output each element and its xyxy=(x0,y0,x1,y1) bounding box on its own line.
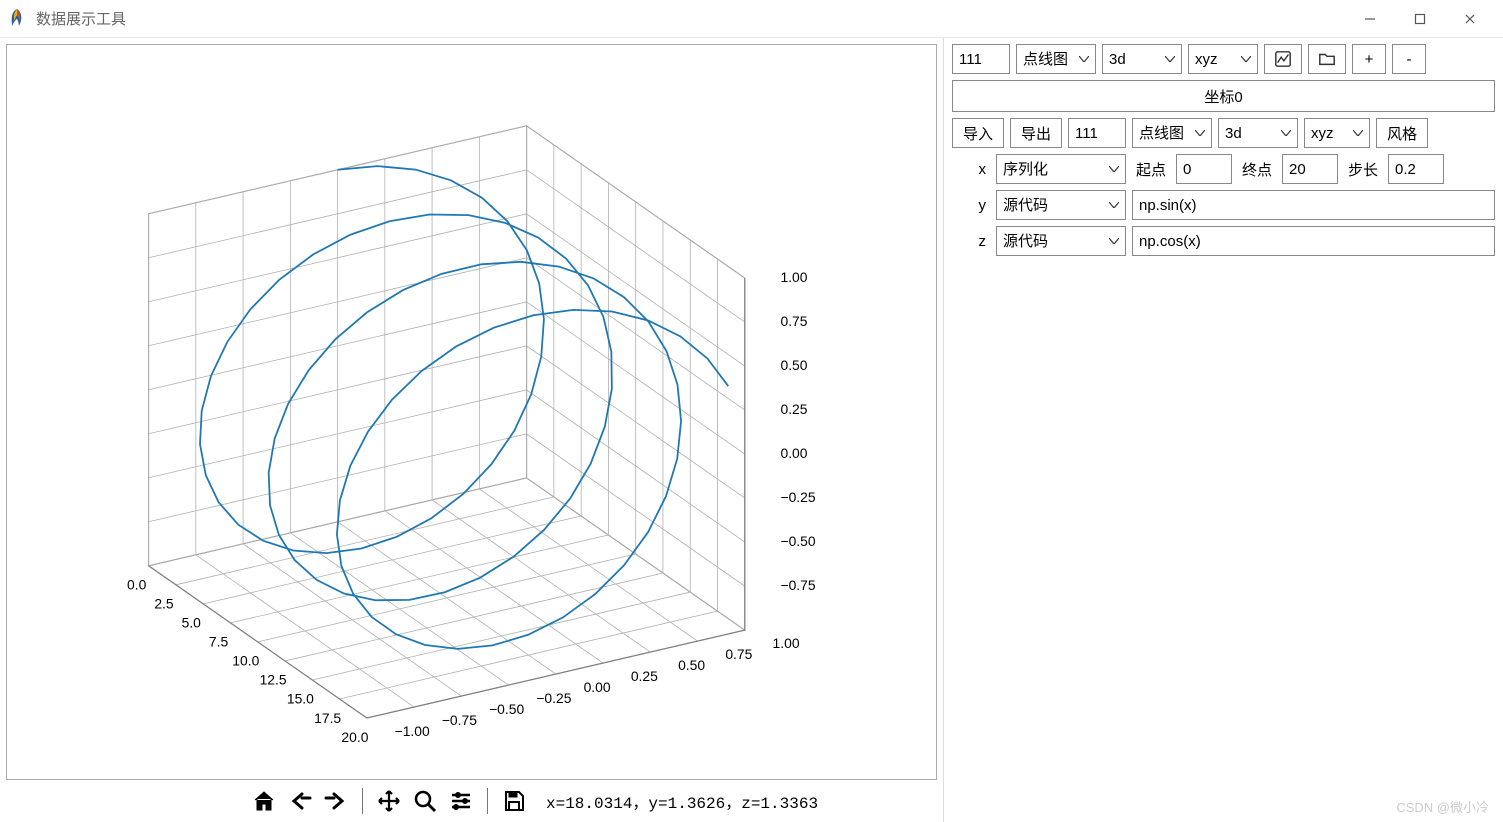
svg-text:2.5: 2.5 xyxy=(154,596,174,612)
svg-text:0.25: 0.25 xyxy=(631,668,658,684)
add-button[interactable]: + xyxy=(1352,44,1386,74)
svg-text:15.0: 15.0 xyxy=(287,691,314,707)
x-start-label: 起点 xyxy=(1132,159,1170,180)
chart-type-select[interactable]: 点线图 xyxy=(1016,44,1096,74)
save-icon[interactable] xyxy=(500,787,528,815)
x-end-label: 终点 xyxy=(1238,159,1276,180)
main-content: 0.0 2.5 5.0 7.510.012.515.017.520.0 −1.00 −0.… xyxy=(0,38,1503,822)
svg-text:0.75: 0.75 xyxy=(780,313,807,329)
home-icon[interactable] xyxy=(250,787,278,815)
x-step-label: 步长 xyxy=(1344,159,1382,180)
forward-icon[interactable] xyxy=(322,787,350,815)
matplotlib-toolbar: x=18.0314，y=1.3626，z=1.3363 xyxy=(0,780,943,822)
style-button[interactable]: 风格 xyxy=(1376,118,1428,148)
x-axis-label: x xyxy=(956,161,990,178)
y-axis-label: y xyxy=(956,197,990,214)
maximize-button[interactable] xyxy=(1395,0,1445,38)
z-expr-input[interactable] xyxy=(1132,226,1495,256)
svg-text:12.5: 12.5 xyxy=(260,672,287,688)
control-panel: 点线图 3d xyz + - 坐标0 导入 导出 点线图 3d xyz 风格 x… xyxy=(944,38,1503,822)
import-button[interactable]: 导入 xyxy=(952,118,1004,148)
panel-top-row: 点线图 3d xyz + - xyxy=(952,44,1495,74)
z-axis-row: z 源代码 xyxy=(952,226,1495,256)
x-axis-row: x 序列化 起点 终点 步长 xyxy=(952,154,1495,184)
svg-text:−0.50: −0.50 xyxy=(489,701,524,717)
coord-button[interactable]: 坐标0 xyxy=(952,80,1495,112)
panel-row-2: 导入 导出 点线图 3d xyz 风格 xyxy=(952,118,1495,148)
x-step-input[interactable] xyxy=(1388,154,1444,184)
svg-text:−0.75: −0.75 xyxy=(780,577,815,593)
subplot-input[interactable] xyxy=(952,44,1010,74)
toolbar-separator xyxy=(487,788,488,814)
svg-text:1.00: 1.00 xyxy=(773,635,800,651)
toolbar-separator xyxy=(362,788,363,814)
window-title: 数据展示工具 xyxy=(36,8,126,29)
configure-icon[interactable] xyxy=(447,787,475,815)
svg-text:−0.75: −0.75 xyxy=(442,712,477,728)
dimension-select-2[interactable]: 3d xyxy=(1218,118,1298,148)
export-button[interactable]: 导出 xyxy=(1010,118,1062,148)
svg-text:0.50: 0.50 xyxy=(780,357,807,373)
svg-text:7.5: 7.5 xyxy=(209,634,229,650)
tk-feather-icon xyxy=(8,9,26,29)
chart-type-select-2[interactable]: 点线图 xyxy=(1132,118,1212,148)
window-titlebar: 数据展示工具 xyxy=(0,0,1503,38)
z-mode-select[interactable]: 源代码 xyxy=(996,226,1126,256)
svg-text:−0.50: −0.50 xyxy=(780,533,815,549)
svg-text:10.0: 10.0 xyxy=(232,653,259,669)
svg-text:−1.00: −1.00 xyxy=(395,723,430,739)
svg-text:−0.25: −0.25 xyxy=(536,690,571,706)
svg-text:0.00: 0.00 xyxy=(584,679,611,695)
svg-text:17.5: 17.5 xyxy=(314,710,341,726)
close-button[interactable] xyxy=(1445,0,1495,38)
remove-button[interactable]: - xyxy=(1392,44,1426,74)
back-icon[interactable] xyxy=(286,787,314,815)
subplot-input-2[interactable] xyxy=(1068,118,1126,148)
x-end-input[interactable] xyxy=(1282,154,1338,184)
svg-text:0.00: 0.00 xyxy=(780,445,807,461)
svg-text:1.00: 1.00 xyxy=(780,269,807,285)
svg-text:5.0: 5.0 xyxy=(182,615,202,631)
svg-text:0.50: 0.50 xyxy=(678,657,705,673)
y-axis-row: y 源代码 xyxy=(952,190,1495,220)
y-mode-select[interactable]: 源代码 xyxy=(996,190,1126,220)
plot-canvas[interactable]: 0.0 2.5 5.0 7.510.012.515.017.520.0 −1.00 −0.… xyxy=(6,44,937,780)
x-mode-select[interactable]: 序列化 xyxy=(996,154,1126,184)
zoom-icon[interactable] xyxy=(411,787,439,815)
dimension-select[interactable]: 3d xyxy=(1102,44,1182,74)
minimize-button[interactable] xyxy=(1345,0,1395,38)
axes-select-2[interactable]: xyz xyxy=(1304,118,1370,148)
svg-text:−0.25: −0.25 xyxy=(780,489,815,505)
plot-svg: 0.0 2.5 5.0 7.510.012.515.017.520.0 −1.00 −0.… xyxy=(7,45,936,779)
folder-button[interactable] xyxy=(1308,44,1346,74)
svg-text:20.0: 20.0 xyxy=(341,729,368,745)
pan-icon[interactable] xyxy=(375,787,403,815)
canvas-column: 0.0 2.5 5.0 7.510.012.515.017.520.0 −1.00 −0.… xyxy=(0,38,944,822)
y-expr-input[interactable] xyxy=(1132,190,1495,220)
svg-text:0.75: 0.75 xyxy=(725,646,752,662)
svg-text:0.25: 0.25 xyxy=(780,401,807,417)
z-axis-label: z xyxy=(956,233,990,250)
axes-select[interactable]: xyz xyxy=(1188,44,1258,74)
chart-settings-button[interactable] xyxy=(1264,44,1302,74)
coord-readout: x=18.0314，y=1.3626，z=1.3363 xyxy=(546,789,818,813)
x-start-input[interactable] xyxy=(1176,154,1232,184)
svg-text:0.0: 0.0 xyxy=(127,577,147,593)
